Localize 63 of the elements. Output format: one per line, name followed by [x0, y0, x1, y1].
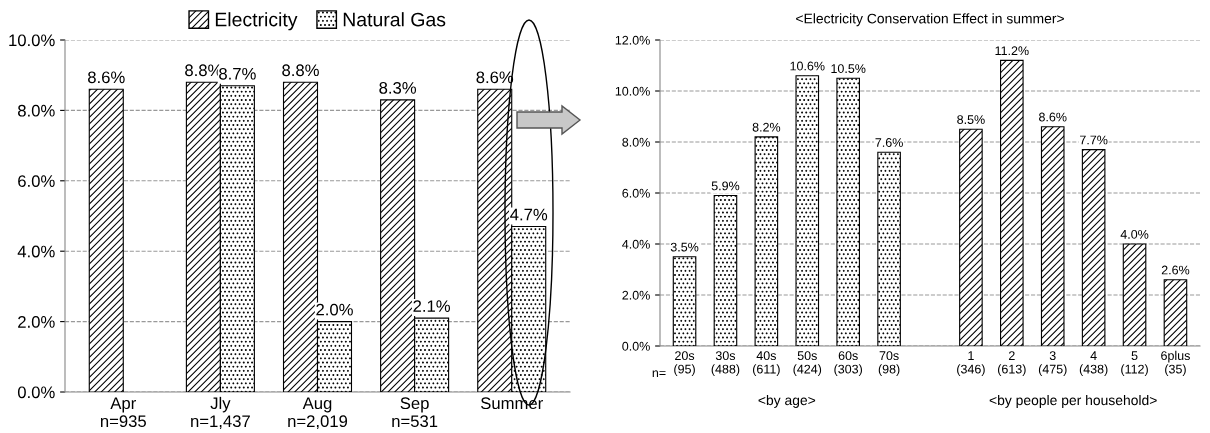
x-tick-label: 60s (303) — [834, 351, 862, 376]
data-label: 4.7% — [510, 208, 548, 221]
data-label: 2.0% — [316, 303, 353, 316]
data-label: 3.5% — [670, 242, 699, 252]
data-label: 4.0% — [1120, 229, 1149, 239]
data-label: 11.2% — [995, 46, 1029, 56]
x-tick-label: Jly n=1,437 — [191, 396, 250, 430]
x-tick-label: 1 (346) — [957, 351, 985, 376]
bar — [1000, 59, 1024, 346]
x-tick-label: 6plus (35) — [1161, 350, 1190, 376]
bar — [1122, 243, 1147, 346]
y-tick-label: 12.0% — [615, 35, 650, 45]
y-tick-label: 4.0% — [622, 239, 650, 249]
legend-label: Natural Gas — [343, 12, 446, 27]
bar — [672, 256, 697, 346]
x-tick-label: 20s (95) — [674, 351, 695, 376]
x-tick-label: 3 (475) — [1038, 351, 1067, 376]
text: <by people per household> — [989, 394, 1157, 408]
x-tick-label: Apr n=935 — [100, 397, 146, 428]
data-label: 10.6% — [790, 61, 825, 71]
bar — [754, 136, 779, 346]
data-label: 8.6% — [88, 71, 125, 84]
x-tick-label: 40s (611) — [753, 351, 780, 376]
bar — [1163, 279, 1188, 346]
y-tick-label: 10.0% — [615, 86, 650, 96]
chart-title: <Electricity Conservation Effect in summer> — [796, 13, 1064, 27]
text: <by age> — [758, 394, 816, 408]
data-label: 8.6% — [1039, 112, 1067, 122]
data-label: 8.3% — [379, 81, 417, 94]
x-tick-label: 30s (488) — [711, 351, 740, 376]
legend-label: Electricity — [215, 12, 298, 31]
data-label: 5.9% — [711, 181, 740, 191]
y-tick-label: 6.0% — [622, 188, 650, 198]
text: n= — [652, 370, 666, 378]
x-tick-label: 2 (613) — [998, 351, 1026, 376]
y-tick-label: 10.0% — [9, 34, 55, 47]
data-label: 7.6% — [875, 138, 903, 147]
data-label: 2.1% — [413, 300, 451, 312]
x-tick-label: 4 (438) — [1079, 351, 1108, 376]
bar — [795, 75, 820, 346]
x-tick-label: 70s (98) — [878, 351, 900, 376]
y-tick-label: 2.0% — [622, 290, 650, 300]
y-tick-label: 8.0% — [18, 104, 55, 117]
x-tick-label: 5 (112) — [1121, 351, 1148, 376]
data-label: 8.8% — [282, 64, 319, 77]
y-tick-label: 2.0% — [18, 316, 55, 328]
y-tick-label: 6.0% — [18, 175, 55, 187]
x-tick-label: Aug n=2,019 — [288, 397, 348, 430]
data-label: 8.2% — [752, 122, 781, 132]
x-tick-label: Summer — [481, 397, 543, 410]
bar — [1040, 126, 1065, 346]
x-tick-label: Sep n=531 — [392, 397, 438, 428]
data-label: 2.6% — [1161, 265, 1190, 275]
data-label: 7.7% — [1080, 135, 1108, 145]
bar — [877, 151, 901, 346]
bar — [1081, 149, 1106, 346]
y-tick-label: 4.0% — [17, 245, 55, 258]
y-tick-label: 8.0% — [622, 137, 650, 147]
data-label: 8.5% — [957, 115, 985, 124]
y-tick-label: 0.0% — [622, 341, 650, 351]
x-tick-label: 50s (424) — [793, 351, 822, 376]
y-tick-label: 0.0% — [17, 386, 55, 399]
data-label: 10.5% — [831, 64, 866, 73]
